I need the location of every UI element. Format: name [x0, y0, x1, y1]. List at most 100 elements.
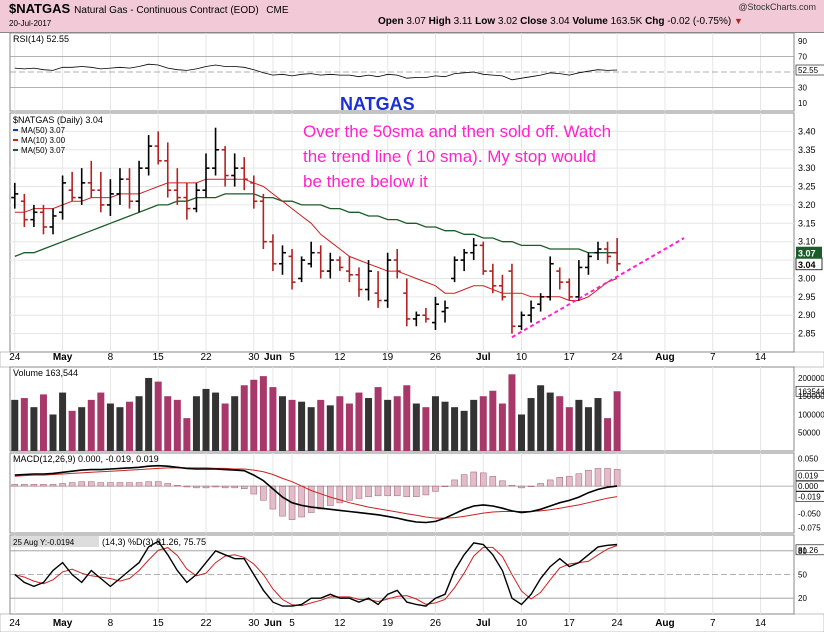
x-tick-label: Aug [655, 618, 674, 629]
chart-date: 20-Jul-2017 [9, 19, 52, 28]
volume-value: 163.5K [610, 16, 643, 27]
rsi-tick-label: 90 [798, 37, 807, 46]
macd-value-box [795, 491, 824, 502]
macd-histogram-bar [585, 469, 592, 487]
x-tick-label: 17 [564, 352, 576, 363]
volume-bar [145, 377, 153, 451]
ohlc-bar [604, 241, 612, 264]
x-axis-strip-top [0, 351, 824, 368]
price-panel-label: $NATGAS (Daily) 3.04 [13, 115, 103, 125]
macd-histogram-bar [59, 483, 66, 487]
rsi-line [14, 63, 618, 81]
ohlc-bar [164, 142, 172, 198]
ohlc-bar [126, 168, 134, 209]
x-tick-label: May [53, 352, 73, 363]
ohlc-bar [39, 204, 47, 235]
macd-histogram-bar [240, 485, 248, 490]
macd-histogram-bar [250, 485, 258, 495]
x-tick-label: 24 [9, 352, 21, 363]
macd-histogram-bar [145, 481, 152, 487]
volume-bar [30, 407, 38, 451]
macd-histogram-bar [116, 482, 124, 487]
macd-histogram-bar [298, 485, 305, 518]
volume-bar [384, 399, 392, 451]
ohlc-bar [68, 171, 76, 202]
volume-bar [78, 407, 86, 451]
stoch-d-line [14, 545, 618, 607]
macd-histogram-bar [566, 476, 573, 487]
x-tick-label: 15 [153, 352, 165, 363]
x-tick-label: 19 [382, 352, 394, 363]
volume-bar [269, 387, 277, 451]
ohlc-bar [498, 274, 506, 301]
ohlc-bar [278, 245, 286, 275]
ohlc-bar [183, 182, 191, 220]
volume-bar [584, 407, 592, 451]
ohlc-bar [11, 182, 19, 209]
rsi-tick-label: 70 [798, 52, 807, 61]
volume-bar [422, 407, 430, 451]
x-tick-label: 10 [516, 352, 528, 363]
ohlc-bar [441, 300, 449, 323]
macd-histogram-bar [307, 485, 315, 513]
volume-bar [518, 414, 526, 451]
ma50-value-box [796, 246, 822, 259]
stoch-tick-label: 50 [798, 571, 807, 580]
down-arrow-icon: ▼ [734, 16, 743, 26]
macd-histogram-bar [346, 485, 353, 501]
hover-label: 25 Aug Y:-0.0194 [13, 538, 75, 547]
volume-bar [479, 396, 487, 451]
volume-bar [546, 392, 554, 451]
x-tick-label: 24 [9, 618, 21, 629]
volume-bar [345, 403, 353, 451]
stoch-value-box [795, 544, 824, 556]
macd-histogram-bar [202, 485, 210, 489]
x-tick-label: 7 [710, 352, 716, 363]
ohlc-bar [613, 238, 621, 272]
volume-bar [565, 407, 573, 451]
ohlc-bar [584, 252, 592, 275]
x-tick-label: 30 [248, 618, 260, 629]
volume-tick-label: 50000 [798, 429, 821, 438]
x-tick-label: 8 [108, 618, 114, 629]
volume-bar [451, 407, 459, 451]
ohlc-bar [412, 311, 420, 327]
ohlc-bar [145, 135, 153, 176]
macd-histogram-bar [451, 479, 458, 487]
volume-tick-label: 200000 [798, 374, 824, 383]
close-value: 3.04 [550, 16, 570, 27]
ohlc-bar [508, 263, 516, 334]
x-tick-label: 10 [516, 618, 528, 629]
volume-bar [126, 401, 134, 451]
volume-bar [441, 401, 449, 451]
macd-label: MACD(12,26,9) 0.000, -0.019, 0.019 [13, 454, 159, 464]
x-tick-label: 22 [200, 618, 212, 629]
rsi-tick-label: 52.55 [798, 66, 819, 75]
x-tick-label: 5 [289, 352, 295, 363]
ohlc-bar [49, 208, 57, 235]
ohlc-bar [87, 160, 95, 198]
ohlc-bar [154, 131, 162, 165]
volume-bar [116, 407, 124, 451]
volume-bar [250, 379, 258, 451]
volume-bar [460, 410, 468, 451]
ohlc-bar [30, 204, 38, 227]
volume-bar [498, 403, 506, 451]
macd-histogram-bar [556, 477, 564, 487]
x-tick-label: 7 [710, 618, 716, 629]
ohlc-bar [78, 168, 86, 205]
price-tick-label: 2.95 [798, 292, 816, 302]
volume-bar [212, 392, 220, 451]
volume-bar [173, 399, 181, 451]
ohlc-bar [20, 193, 28, 227]
price-tick-label: 3.35 [798, 145, 816, 155]
macd-histogram-bar [537, 483, 544, 487]
ohlc-bar [135, 160, 143, 213]
ohlc-bar [307, 241, 315, 268]
macd-histogram-bar [11, 484, 19, 487]
volume-bar [49, 414, 57, 451]
volume-bar [298, 401, 306, 451]
ohlc-bar [393, 249, 401, 279]
exchange-label: CME [266, 5, 289, 16]
ohlc-bar [298, 256, 306, 283]
